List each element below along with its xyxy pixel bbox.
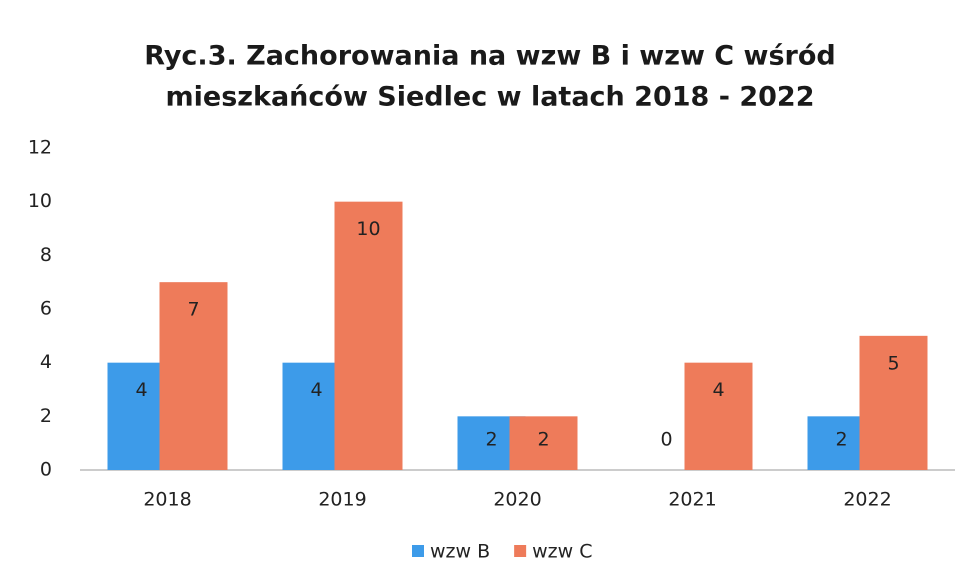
legend-swatch xyxy=(412,545,424,557)
x-tick-label: 2020 xyxy=(493,489,541,511)
value-label: 0 xyxy=(660,429,672,451)
x-tick-label: 2019 xyxy=(318,489,366,511)
value-label: 10 xyxy=(356,218,380,240)
y-tick-label: 0 xyxy=(40,459,52,481)
x-tick-label: 2018 xyxy=(143,489,191,511)
value-label: 2 xyxy=(835,429,847,451)
value-label: 2 xyxy=(485,429,497,451)
value-label: 7 xyxy=(187,299,199,321)
bar xyxy=(859,335,928,470)
chart-title: mieszkańców Siedlec w latach 2018 - 2022 xyxy=(166,82,815,113)
value-label: 4 xyxy=(712,379,724,401)
y-tick-label: 12 xyxy=(28,137,52,159)
bar xyxy=(159,282,228,470)
y-tick-label: 2 xyxy=(40,405,52,427)
value-label: 4 xyxy=(135,379,147,401)
chart-title: Ryc.3. Zachorowania na wzw B i wzw C wśr… xyxy=(144,41,835,72)
legend-swatch xyxy=(514,545,527,557)
y-tick-label: 6 xyxy=(40,298,52,320)
bar xyxy=(334,201,403,470)
y-tick-label: 4 xyxy=(40,351,52,373)
x-tick-label: 2022 xyxy=(843,489,891,511)
bar xyxy=(684,362,753,470)
y-tick-label: 8 xyxy=(40,244,52,266)
bar xyxy=(509,416,578,470)
value-label: 4 xyxy=(310,379,322,401)
value-label: 2 xyxy=(537,429,549,451)
legend-label: wzw B xyxy=(430,541,490,563)
value-label: 5 xyxy=(887,352,899,374)
y-tick-label: 10 xyxy=(28,190,52,212)
legend-label: wzw C xyxy=(532,541,592,563)
x-tick-label: 2021 xyxy=(668,489,716,511)
